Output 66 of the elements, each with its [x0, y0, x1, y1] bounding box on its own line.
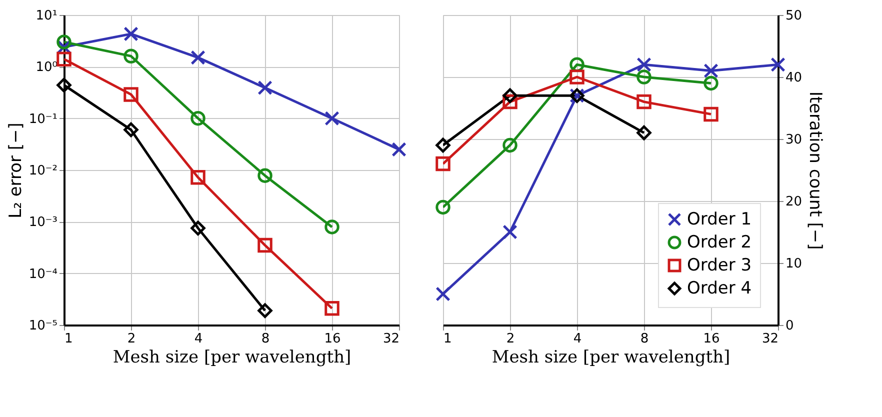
point — [436, 200, 450, 215]
point — [392, 142, 406, 157]
x-axis-title: Mesh size [per wavelength] — [112, 348, 352, 368]
point — [124, 26, 138, 42]
x-axis-title: Mesh size [per wavelength] — [492, 348, 730, 368]
point — [436, 138, 450, 153]
point — [190, 170, 206, 185]
x-tick-label: 2 — [506, 332, 515, 346]
point — [324, 300, 340, 316]
point — [258, 238, 272, 253]
y-tick-label: 40 — [786, 70, 802, 86]
y-tick-label: 10⁻¹ — [28, 112, 58, 127]
point — [770, 57, 786, 72]
y-tick-label: 10⁻³ — [28, 215, 58, 230]
point — [636, 94, 652, 110]
point — [56, 52, 72, 66]
point — [190, 220, 206, 236]
point — [56, 78, 72, 92]
point — [258, 303, 272, 318]
x-tick-label: 2 — [127, 332, 136, 346]
y-tick-label: 10⁻⁴ — [28, 266, 58, 282]
point — [704, 106, 718, 122]
point — [436, 156, 450, 172]
point — [502, 224, 518, 240]
y-tick-label: 0 — [786, 318, 794, 334]
x-tick-label: 32 — [382, 332, 400, 346]
x-tick-label: 32 — [762, 332, 778, 346]
legend-label: Order 1 — [687, 210, 752, 230]
x-tick-label: 16 — [324, 332, 341, 346]
x-tick-label: 1 — [64, 332, 73, 346]
x-tick-label: 8 — [261, 332, 270, 346]
point — [324, 110, 340, 126]
point — [258, 80, 272, 96]
y-tick-label: 10⁻⁵ — [28, 318, 58, 334]
point — [258, 168, 272, 183]
y-tick-label: 30 — [786, 132, 802, 148]
y-tick-label: 10 — [786, 256, 802, 272]
y-tick-label: 10¹ — [36, 8, 58, 24]
point — [124, 87, 138, 102]
point — [704, 76, 718, 91]
point — [502, 88, 518, 103]
legend-label: Order 3 — [687, 256, 752, 276]
x-tick-label: 1 — [444, 332, 452, 346]
y-axis-title: Iteration count [−] — [805, 91, 826, 250]
x-tick-label: 8 — [640, 332, 649, 346]
point — [636, 125, 652, 140]
x-tick-label: 4 — [194, 332, 203, 346]
y-axis-title: L₂ error [−] — [6, 122, 26, 218]
y-tick-label: 50 — [786, 8, 802, 24]
point — [190, 110, 206, 126]
legend-label: Order 4 — [687, 278, 752, 298]
y-tick-label: 10⁻² — [28, 164, 58, 178]
point — [502, 138, 518, 153]
point — [190, 50, 206, 65]
point — [636, 70, 652, 84]
point — [124, 48, 138, 64]
y-tick-label: 20 — [786, 194, 802, 210]
point — [324, 220, 340, 234]
x-tick-label: 16 — [703, 332, 720, 346]
legend-label: Order 2 — [687, 232, 752, 252]
x-tick-label: 4 — [573, 332, 582, 346]
point — [56, 34, 72, 50]
y-tick-label: 10⁰ — [36, 60, 58, 76]
point — [124, 122, 138, 138]
point — [570, 70, 584, 84]
point — [436, 286, 450, 302]
